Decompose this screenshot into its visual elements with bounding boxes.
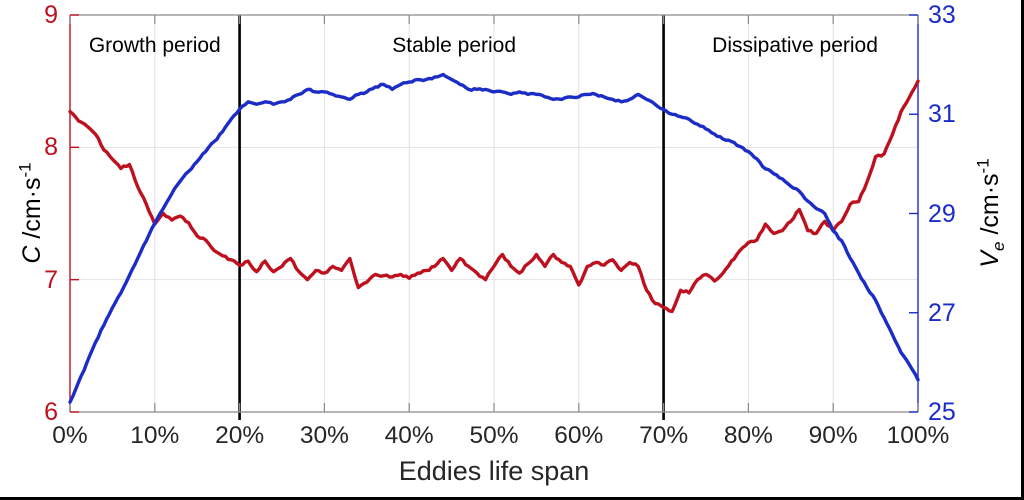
right-y-tick-label: 29: [928, 199, 956, 228]
x-tick-label: 90%: [808, 422, 858, 449]
left-y-tick-label: 8: [44, 133, 58, 162]
left-axis-symbol: C: [18, 245, 46, 264]
figure-border-bottom: [0, 497, 1024, 500]
x-tick-label: 40%: [384, 422, 434, 449]
x-tick-label: 10%: [130, 422, 180, 449]
right-axis-unit: /cm·s: [976, 173, 1004, 235]
x-tick-label: 100%: [886, 422, 950, 449]
x-tick-label: 70%: [639, 422, 689, 449]
right-axis-symbol: V: [976, 251, 1004, 268]
right-y-tick-label: 31: [928, 100, 956, 129]
series-C-line: [68, 79, 920, 314]
x-tick-label: 20%: [215, 422, 265, 449]
plot-area: [68, 14, 920, 420]
right-y-axis-label: Ve/cm·s-1: [970, 63, 1010, 363]
x-tick-label: 60%: [554, 422, 604, 449]
series-Ve-line: [68, 72, 920, 404]
right-y-tick-label: 33: [928, 1, 956, 29]
right-y-tick-label: 25: [928, 398, 956, 426]
left-y-tick-label: 9: [44, 1, 58, 29]
right-axis-exponent: -1: [973, 158, 993, 174]
x-tick-label: 0%: [52, 422, 88, 449]
x-tick-label: 30%: [299, 422, 349, 449]
left-y-tick-label: 7: [44, 265, 58, 294]
left-axis-exponent: -1: [15, 162, 35, 178]
x-tick-label: 80%: [723, 422, 773, 449]
right-axis-subscript: e: [989, 241, 1008, 252]
left-y-axis-label: C/cm·s-1: [12, 63, 52, 363]
left-y-tick-label: 6: [44, 398, 58, 426]
right-y-tick-label: 27: [928, 298, 956, 327]
x-axis-label: Eddies life span: [398, 456, 590, 486]
left-axis-unit: /cm·s: [18, 177, 46, 239]
figure-border-right: [1021, 0, 1024, 500]
x-tick-label: 50%: [469, 422, 519, 449]
